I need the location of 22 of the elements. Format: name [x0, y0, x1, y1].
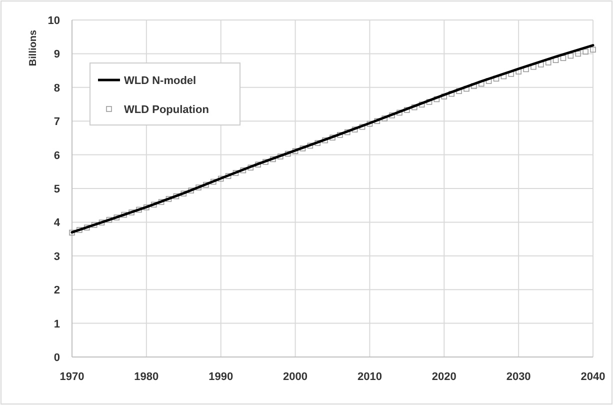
x-tick-label: 2020 [432, 371, 456, 383]
y-tick-label: 7 [54, 116, 60, 128]
x-tick-label: 2000 [283, 371, 308, 383]
y-tick-label: 5 [54, 184, 60, 196]
x-tick-label: 1990 [208, 371, 234, 383]
y-axis-title: Billions [28, 30, 39, 66]
y-tick-label: 0 [54, 352, 60, 364]
y-tick-label: 3 [54, 250, 60, 263]
x-tick-label: 1980 [134, 371, 159, 383]
y-tick-label: 4 [54, 217, 61, 230]
legend-label: WLD N-model [124, 75, 196, 87]
x-tick-label: 1970 [60, 371, 84, 383]
y-tick-label: 8 [54, 82, 60, 94]
x-tick-label: 2010 [357, 371, 382, 383]
y-tick-label: 9 [54, 48, 60, 61]
y-tick-label: 10 [48, 15, 60, 27]
y-tick-label: 2 [54, 284, 60, 297]
y-tick-label: 1 [54, 318, 60, 330]
x-tick-label: 2040 [580, 371, 606, 383]
y-tick-label: 6 [54, 150, 60, 162]
x-tick-label: 2030 [506, 371, 531, 383]
legend-label: WLD Population [124, 104, 210, 116]
